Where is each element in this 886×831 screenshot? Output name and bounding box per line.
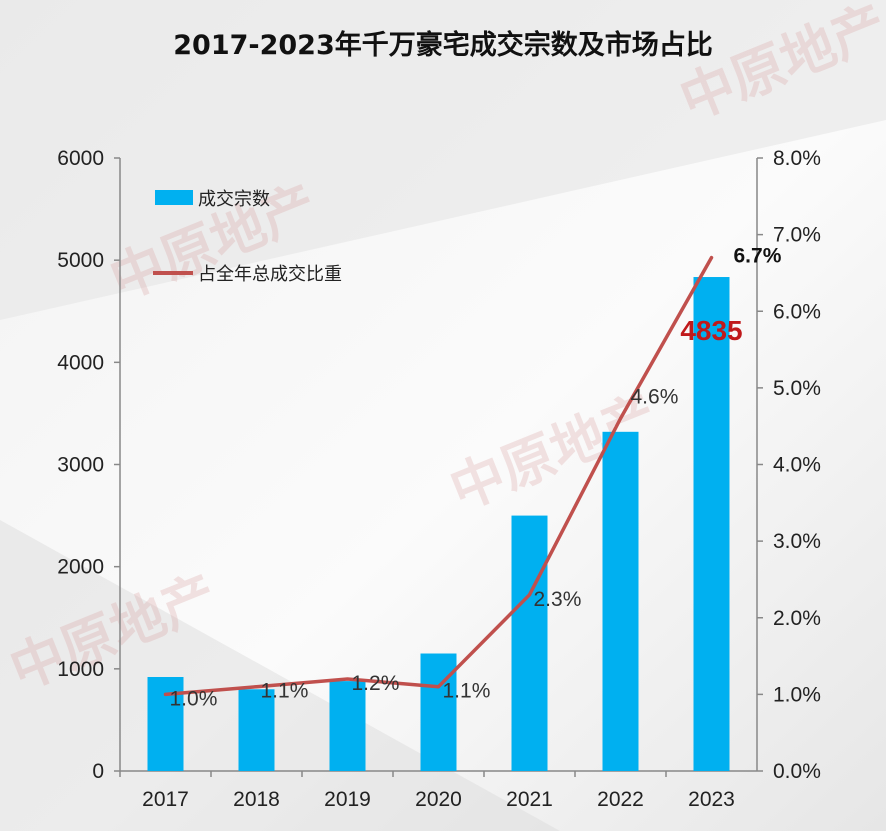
line-data-label-2019: 1.2%	[352, 672, 400, 695]
line-data-label-2023: 6.7%	[734, 245, 782, 268]
y-left-tick-label: 0	[92, 760, 104, 783]
y-left-tick-label: 1000	[57, 658, 104, 681]
y-left-tick-label: 2000	[57, 556, 104, 579]
y-left-tick-label: 6000	[57, 147, 104, 170]
axes: 0 1000 2000 3000 4000 5000 6000 0.0% 1.0% 2.0% 3.0…	[57, 147, 821, 811]
bar-2018	[238, 689, 275, 771]
x-tick-label: 2017	[142, 788, 189, 811]
bar-data-label-2023: 4835	[680, 315, 742, 346]
y-right-tick-label: 6.0%	[773, 300, 821, 323]
y-right-tick-label: 0.0%	[773, 760, 821, 783]
bar-2022	[602, 431, 639, 771]
legend-label-line: 占全年总成交比重	[198, 264, 342, 285]
line-point-2019	[346, 677, 349, 681]
bar-2021	[511, 515, 548, 771]
y-left-tick-label: 4000	[57, 351, 104, 374]
data-labels: 1.0% 1.1% 1.2% 1.1% 2.3% 4.6% 6.7% 4835	[170, 245, 782, 711]
x-tick-label: 2018	[233, 788, 280, 811]
chart-title: 2017-2023年千万豪宅成交宗数及市场占比	[173, 29, 713, 61]
bar-2019	[329, 681, 366, 771]
x-tick-label: 2022	[597, 788, 644, 811]
background-shape	[0, 520, 560, 831]
line-point-2023	[710, 256, 713, 260]
y-right-tick-label: 2.0%	[773, 607, 821, 630]
bar-series	[147, 277, 730, 771]
y-right-tick-label: 5.0%	[773, 377, 821, 400]
x-tick-label: 2021	[506, 788, 553, 811]
line-data-label-2018: 1.1%	[261, 680, 309, 703]
x-tick-label: 2023	[688, 788, 735, 811]
line-point-2020	[437, 685, 440, 689]
line-point-2022	[619, 417, 622, 421]
line-series	[163, 255, 714, 697]
x-tick-label: 2019	[324, 788, 371, 811]
line-point-2021	[528, 593, 531, 597]
bar-2020	[420, 653, 457, 771]
line-data-label-2021: 2.3%	[534, 588, 582, 611]
x-tick-label: 2020	[415, 788, 462, 811]
bar-2023	[693, 277, 730, 771]
line-data-label-2022: 4.6%	[631, 386, 679, 409]
y-left-tick-label: 5000	[57, 249, 104, 272]
line-point-2017	[164, 692, 167, 696]
y-right-tick-label: 3.0%	[773, 530, 821, 553]
legend-swatch-bar	[155, 190, 193, 205]
y-right-tick-label: 1.0%	[773, 683, 821, 706]
y-right-tick-label: 7.0%	[773, 224, 821, 247]
line-point-2018	[255, 685, 258, 689]
background-shape	[0, 0, 886, 320]
line-data-label-2020: 1.1%	[443, 680, 491, 703]
legend-label-bar: 成交宗数	[198, 189, 270, 210]
legend: 成交宗数 占全年总成交比重	[153, 189, 342, 285]
line-data-label-2017: 1.0%	[170, 687, 218, 710]
y-right-tick-label: 8.0%	[773, 147, 821, 170]
y-left-tick-label: 3000	[57, 454, 104, 477]
y-right-tick-label: 4.0%	[773, 454, 821, 477]
